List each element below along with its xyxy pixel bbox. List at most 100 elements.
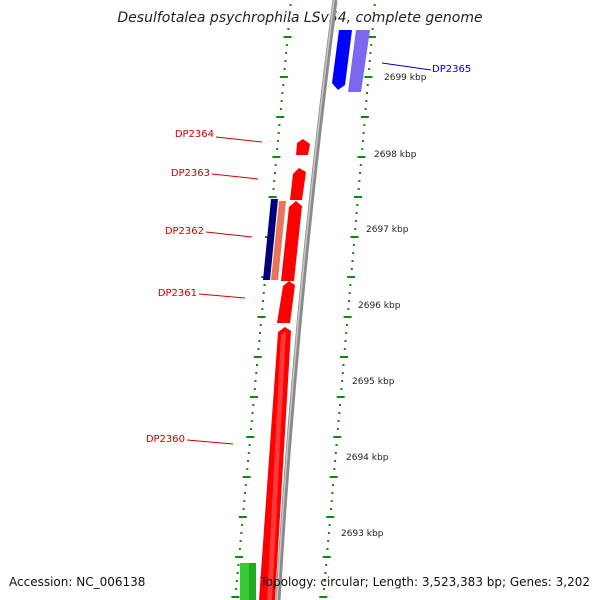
inner-tick: [246, 436, 255, 438]
outer-tick: [361, 148, 364, 150]
outer-tick: [329, 476, 338, 478]
outer-tick: [361, 140, 364, 142]
outer-tick: [319, 596, 328, 598]
outer-tick: [334, 452, 337, 454]
inner-tick: [244, 492, 247, 494]
inner-tick: [258, 340, 261, 342]
outer-tick: [324, 572, 327, 574]
gene-dp2360-shine: [267, 331, 286, 600]
scale-label-2699: 2699 kbp: [384, 73, 427, 83]
outer-tick: [357, 188, 360, 190]
inner-tick: [257, 348, 260, 350]
inner-tick: [235, 556, 244, 558]
inner-tick: [237, 564, 240, 566]
outer-tick: [327, 532, 330, 534]
inner-tick: [261, 308, 264, 310]
outer-tick: [366, 84, 369, 86]
inner-tick: [242, 508, 245, 510]
inner-tick: [262, 292, 265, 294]
inner-tick: [244, 484, 247, 486]
gene-label-dp2364: DP2364: [175, 129, 214, 140]
gene-dp2365-reverse-light[interactable]: [348, 30, 370, 92]
inner-tick: [277, 132, 280, 134]
inner-tick: [239, 540, 242, 542]
gene-dp2361[interactable]: [277, 281, 295, 323]
outer-tick: [326, 548, 329, 550]
inner-tick: [263, 284, 266, 286]
inner-tick: [285, 52, 288, 54]
inner-tick: [236, 572, 239, 574]
outer-tick: [357, 156, 366, 158]
outer-tick: [371, 28, 374, 30]
gene-dp2362-salmon[interactable]: [271, 201, 286, 280]
outer-tick: [330, 500, 333, 502]
inner-tick: [256, 364, 258, 366]
outer-tick-marks: [319, 4, 376, 598]
inner-tick: [259, 332, 261, 334]
map-title: Desulfotalea psychrophila LSv54, complet…: [117, 10, 483, 26]
outer-tick: [336, 428, 339, 430]
inner-tick: [250, 428, 253, 430]
outer-tick: [365, 100, 368, 102]
inner-tick: [283, 68, 286, 70]
outer-tick: [335, 444, 338, 446]
outer-tick: [356, 204, 359, 206]
outer-tick: [323, 580, 326, 582]
gene-label-dp2361: DP2361: [158, 288, 197, 299]
outer-tick: [354, 228, 357, 230]
outer-tick: [340, 388, 343, 390]
inner-tick: [273, 180, 276, 182]
inner-tick: [240, 532, 243, 534]
outer-tick: [345, 332, 348, 334]
outer-tick: [350, 236, 359, 238]
gene-dp2362-navy[interactable]: [263, 199, 278, 280]
outer-tick: [364, 76, 373, 78]
inner-tick: [283, 36, 292, 38]
inner-tick: [246, 468, 249, 470]
outer-tick: [359, 172, 362, 174]
outer-tick: [358, 180, 361, 182]
genome-backbone-highlight: [276, 0, 335, 600]
inner-tick: [262, 300, 264, 302]
inner-tick: [235, 580, 238, 582]
inner-tick: [289, 4, 292, 6]
inner-tick: [247, 460, 250, 462]
inner-tick: [272, 156, 281, 158]
label-line-dp2363: [211, 173, 259, 180]
gene-dp2365-reverse[interactable]: [332, 30, 352, 90]
inner-tick: [238, 548, 241, 550]
outer-tick: [363, 124, 366, 126]
inner-tick: [276, 148, 279, 150]
outer-tick: [347, 308, 350, 310]
genome-summary-text: Topology: circular; Length: 3,523,383 bp…: [260, 575, 590, 589]
outer-tick: [349, 284, 352, 286]
inner-tick: [259, 324, 262, 326]
inner-tick: [241, 524, 244, 526]
inner-tick: [268, 196, 277, 198]
label-line-dp2360: [186, 439, 234, 445]
outer-tick: [343, 316, 352, 318]
outer-tick: [337, 420, 340, 422]
outer-tick: [341, 372, 344, 374]
gene-dp2362[interactable]: [281, 201, 302, 281]
inner-tick: [273, 172, 276, 174]
gene-dp2364[interactable]: [296, 139, 310, 155]
gene-label-dp2365: DP2365: [432, 64, 471, 75]
gene-label-dp2360: DP2360: [146, 434, 185, 445]
inner-tick: [254, 380, 257, 382]
gene-dp2363[interactable]: [290, 168, 306, 200]
outer-tick: [348, 300, 350, 302]
outer-tick: [322, 556, 331, 558]
inner-tick: [257, 316, 266, 318]
inner-tick: [276, 140, 279, 142]
outer-tick: [342, 364, 345, 366]
outer-tick: [372, 20, 375, 22]
outer-tick: [344, 340, 347, 342]
inner-tick: [253, 356, 262, 358]
label-line-dp2362: [205, 231, 253, 238]
inner-tick: [255, 372, 258, 374]
scale-label-2698: 2698 kbp: [374, 150, 417, 160]
outer-tick: [340, 356, 349, 358]
outer-tick: [323, 588, 325, 590]
inner-tick: [238, 516, 247, 518]
